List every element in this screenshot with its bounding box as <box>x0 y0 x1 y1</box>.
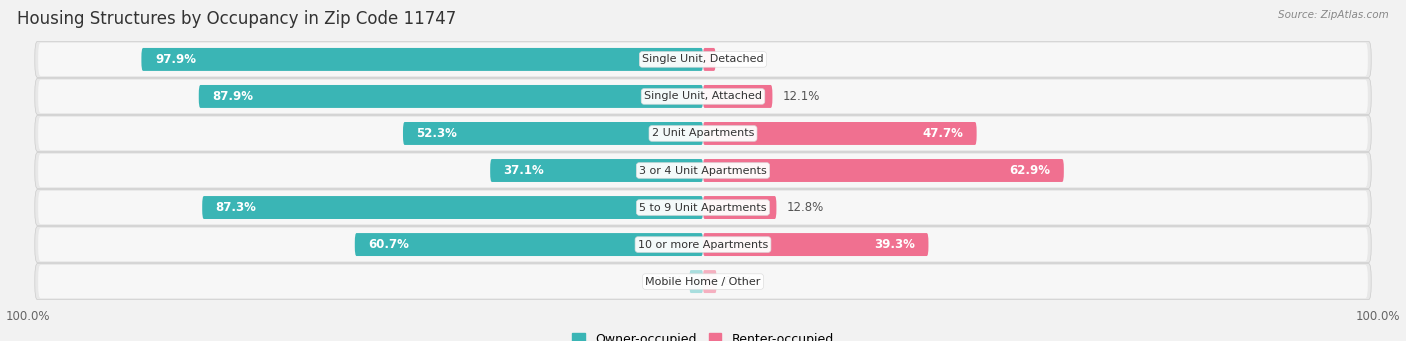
FancyBboxPatch shape <box>198 85 703 108</box>
FancyBboxPatch shape <box>38 117 1368 150</box>
FancyBboxPatch shape <box>703 196 776 219</box>
Text: 47.7%: 47.7% <box>922 127 963 140</box>
Text: Single Unit, Attached: Single Unit, Attached <box>644 91 762 102</box>
Text: 39.3%: 39.3% <box>875 238 915 251</box>
FancyBboxPatch shape <box>35 264 1371 300</box>
FancyBboxPatch shape <box>38 154 1368 187</box>
Text: 3 or 4 Unit Apartments: 3 or 4 Unit Apartments <box>640 165 766 176</box>
FancyBboxPatch shape <box>404 122 703 145</box>
Text: 87.9%: 87.9% <box>212 90 253 103</box>
Text: 87.3%: 87.3% <box>215 201 256 214</box>
Text: 62.9%: 62.9% <box>1010 164 1050 177</box>
FancyBboxPatch shape <box>35 78 1371 115</box>
Text: 0.0%: 0.0% <box>654 275 683 288</box>
Text: Single Unit, Detached: Single Unit, Detached <box>643 55 763 64</box>
Text: 60.7%: 60.7% <box>368 238 409 251</box>
FancyBboxPatch shape <box>354 233 703 256</box>
FancyBboxPatch shape <box>35 226 1371 263</box>
Text: 0.0%: 0.0% <box>723 275 752 288</box>
Text: 12.1%: 12.1% <box>783 90 820 103</box>
FancyBboxPatch shape <box>35 189 1371 226</box>
Text: 2.2%: 2.2% <box>725 53 755 66</box>
FancyBboxPatch shape <box>703 48 716 71</box>
Text: 97.9%: 97.9% <box>155 53 195 66</box>
FancyBboxPatch shape <box>703 159 1064 182</box>
FancyBboxPatch shape <box>38 191 1368 224</box>
FancyBboxPatch shape <box>491 159 703 182</box>
Text: 5 to 9 Unit Apartments: 5 to 9 Unit Apartments <box>640 203 766 212</box>
Legend: Owner-occupied, Renter-occupied: Owner-occupied, Renter-occupied <box>568 328 838 341</box>
FancyBboxPatch shape <box>703 85 772 108</box>
FancyBboxPatch shape <box>689 270 703 293</box>
Text: 12.8%: 12.8% <box>786 201 824 214</box>
FancyBboxPatch shape <box>38 265 1368 298</box>
Text: 52.3%: 52.3% <box>416 127 457 140</box>
Text: 2 Unit Apartments: 2 Unit Apartments <box>652 129 754 138</box>
FancyBboxPatch shape <box>38 80 1368 113</box>
FancyBboxPatch shape <box>202 196 703 219</box>
FancyBboxPatch shape <box>35 152 1371 189</box>
Text: Housing Structures by Occupancy in Zip Code 11747: Housing Structures by Occupancy in Zip C… <box>17 10 456 28</box>
FancyBboxPatch shape <box>35 115 1371 152</box>
FancyBboxPatch shape <box>38 228 1368 261</box>
Text: Source: ZipAtlas.com: Source: ZipAtlas.com <box>1278 10 1389 20</box>
Text: 37.1%: 37.1% <box>503 164 544 177</box>
FancyBboxPatch shape <box>703 233 928 256</box>
FancyBboxPatch shape <box>35 41 1371 77</box>
Text: Mobile Home / Other: Mobile Home / Other <box>645 277 761 286</box>
FancyBboxPatch shape <box>142 48 703 71</box>
Text: 10 or more Apartments: 10 or more Apartments <box>638 239 768 250</box>
FancyBboxPatch shape <box>38 43 1368 76</box>
FancyBboxPatch shape <box>703 122 977 145</box>
FancyBboxPatch shape <box>703 270 717 293</box>
